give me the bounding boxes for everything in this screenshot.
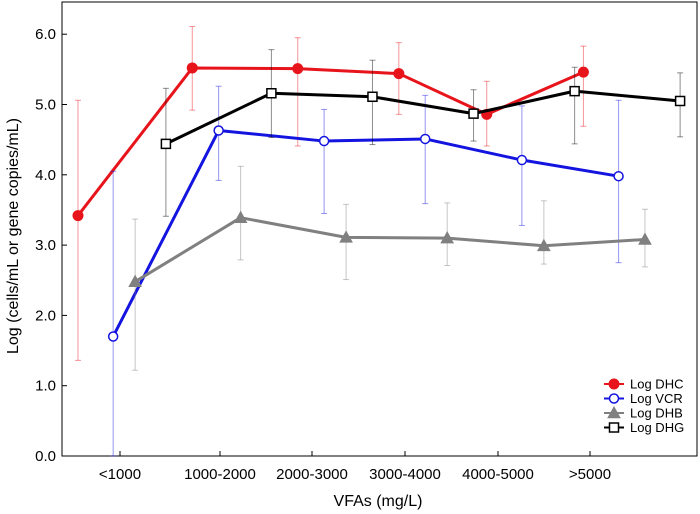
- y-tick-label: 5.0: [35, 97, 56, 114]
- y-tick-label: 2.0: [35, 307, 56, 324]
- legend-item: Log DHB: [604, 406, 683, 421]
- data-point: [468, 108, 479, 119]
- legend-item: Log VCR: [604, 391, 683, 406]
- x-tick-label: 3000-4000: [369, 466, 441, 483]
- y-axis-title: Log (cells/mL or gene copies/mL): [5, 118, 22, 354]
- data-point: [367, 91, 378, 103]
- data-point: [72, 210, 84, 222]
- y-tick-label: 1.0: [35, 378, 56, 395]
- plot-frame: [61, 1, 698, 457]
- legend-marker: [608, 422, 620, 433]
- legend-label: Log DHC: [630, 377, 683, 392]
- error-bar: [75, 99, 81, 361]
- data-point: [160, 138, 172, 150]
- data-point: [186, 62, 198, 74]
- series-layer: [72, 25, 686, 457]
- error-bar: [571, 66, 578, 145]
- data-point: [577, 66, 589, 78]
- legend-marker: [607, 405, 621, 419]
- series-line: [134, 216, 646, 283]
- error-bar: [294, 37, 301, 147]
- series-log-vcr: [107, 85, 624, 457]
- data-point: [318, 135, 330, 147]
- series-log-dhg: [160, 49, 686, 217]
- y-tick-label: 0.0: [35, 448, 56, 465]
- error-bar: [615, 99, 622, 264]
- series-line: [111, 129, 619, 338]
- data-point: [233, 210, 248, 223]
- error-bar: [110, 170, 117, 457]
- data-point: [613, 170, 624, 182]
- error-bar: [580, 45, 587, 127]
- data-point: [537, 238, 551, 252]
- error-bar: [422, 94, 429, 205]
- error-bar: [132, 218, 139, 371]
- legend-label: Log DHB: [630, 406, 683, 421]
- x-tick-label: <1000: [99, 466, 141, 483]
- legend-marker: [608, 378, 620, 390]
- y-tick-label: 6.0: [35, 26, 56, 43]
- y-tick-label: 4.0: [35, 167, 56, 184]
- series-log-dhb: [128, 165, 652, 371]
- data-point: [674, 95, 686, 107]
- data-point: [440, 231, 455, 244]
- data-point: [638, 232, 652, 245]
- x-tick-label: >5000: [569, 466, 611, 483]
- data-point: [213, 125, 224, 136]
- x-tick-label: 2000-3000: [276, 466, 348, 483]
- data-point: [339, 230, 353, 243]
- data-point: [516, 154, 528, 166]
- error-bar: [518, 105, 525, 226]
- legend-label: Log DHG: [630, 420, 684, 435]
- series-line: [165, 89, 681, 146]
- error-bar: [369, 59, 376, 146]
- plot-border: [61, 1, 698, 457]
- data-point: [128, 274, 142, 287]
- data-point: [569, 85, 580, 97]
- legend-item: Log DHG: [604, 420, 684, 435]
- x-tick-label: 4000-5000: [462, 466, 534, 483]
- x-axis-title: VFAs (mg/L): [334, 493, 423, 510]
- legend-label: Log VCR: [630, 391, 683, 406]
- data-point: [107, 331, 119, 342]
- x-axis-ticks: <1000 1000-2000 2000-3000 3000-4000 4000-500…: [99, 451, 611, 483]
- legend-marker: [608, 393, 620, 404]
- error-bar: [540, 200, 547, 265]
- error-bar: [321, 108, 328, 214]
- y-tick-label: 3.0: [35, 237, 56, 254]
- legend-item: Log DHC: [604, 377, 683, 392]
- y-axis-ticks: 0.0 1.0 2.0 3.0 4.0 5.0 6.0: [35, 26, 67, 465]
- data-point: [419, 133, 431, 145]
- series-log-dhc: [72, 25, 589, 361]
- x-tick-label: 1000-2000: [184, 466, 256, 483]
- data-point: [393, 68, 405, 80]
- data-point: [292, 63, 304, 75]
- data-point: [266, 88, 277, 99]
- error-bar: [162, 87, 169, 217]
